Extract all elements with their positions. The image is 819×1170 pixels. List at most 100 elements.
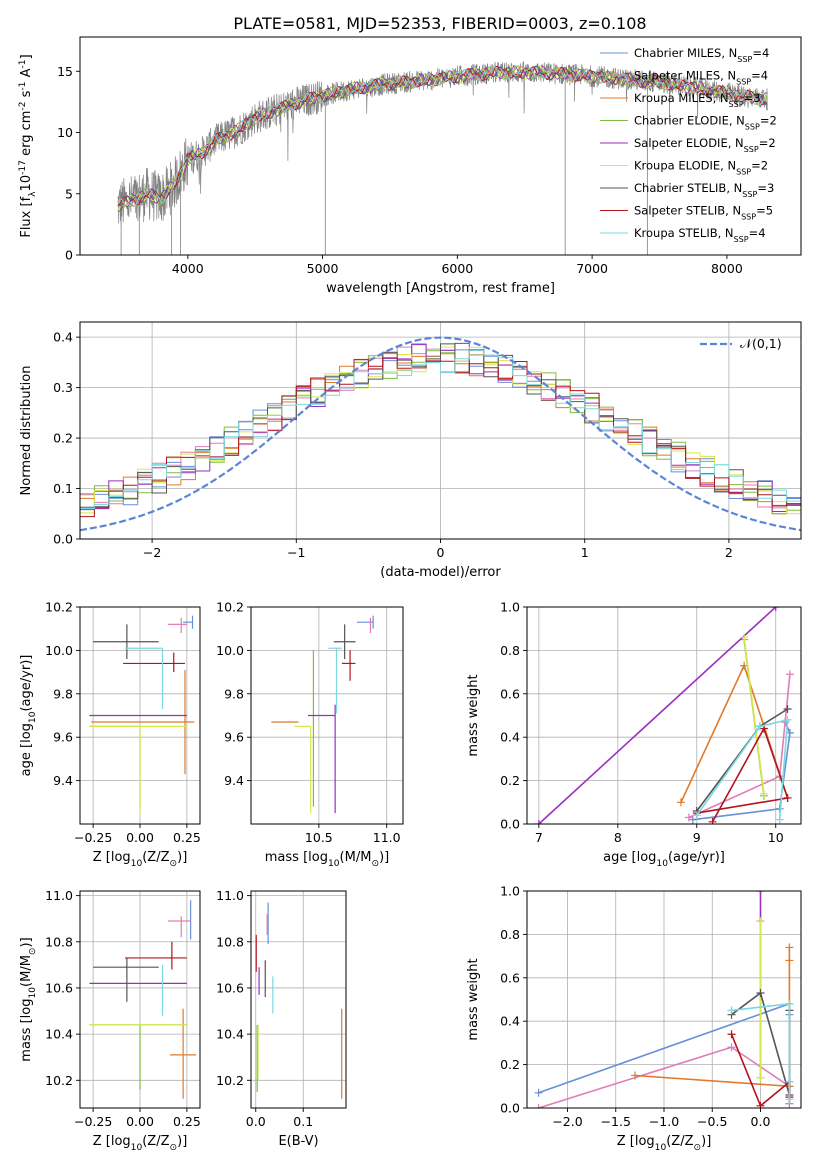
weight-series-line [696, 718, 789, 820]
weight-point-marker [534, 820, 543, 824]
y-tick-label: 9.8 [224, 686, 244, 701]
y-tick-label: 1.0 [500, 884, 520, 899]
x-tick-label: −0.25 [74, 1114, 112, 1129]
x-axis-label: E(B-V) [278, 1134, 318, 1149]
frame-mass-vs-ebv: 0.0 0.1 10.2 10.4 10.6 10.8 11.0 E(B-V) [216, 888, 347, 1149]
errorbar-point [168, 617, 187, 634]
y-tick-label: 0.3 [53, 380, 73, 395]
y-tick-label: 10.2 [45, 1073, 73, 1088]
histogram-series [80, 343, 801, 508]
y-tick-label: 10.8 [45, 934, 73, 949]
weight-point-marker [771, 607, 780, 611]
weight-point-marker [708, 817, 717, 824]
x-tick-label: 5000 [307, 261, 339, 276]
axes-mass-vs-ebv [251, 891, 346, 1108]
frame-weight-vs-Z: −2.0 −1.5 −1.0 −0.5 0.0 0.0 0.2 0.4 0.6 0.8 1.0 Z [… [466, 884, 802, 1153]
errorbar-point [93, 957, 159, 1002]
figure-title: PLATE=0581, MJD=52353, FIBERID=0003, z=0… [233, 14, 646, 33]
axes-frame [526, 606, 802, 825]
weight-point-marker [727, 1030, 736, 1039]
x-tick-label: 0 [437, 545, 445, 560]
frame-weight-vs-age: 7 8 9 10 0.0 0.2 0.4 0.6 0.8 1.0 age [log10​(age/y… [466, 600, 802, 869]
weight-point-marker [756, 917, 765, 926]
weight-point-marker [534, 1104, 543, 1108]
y-axis-label: mass weight [466, 674, 481, 756]
x-tick-label: −2.0 [552, 1114, 582, 1129]
errorbar-point [93, 624, 159, 660]
errorbar-point [91, 669, 195, 775]
histogram-series [80, 357, 801, 518]
weight-point-marker [676, 798, 685, 807]
weight-point-marker [755, 722, 764, 731]
weight-point-marker [783, 715, 792, 724]
x-tick-label: 4000 [172, 261, 204, 276]
scatter-plot-age-vs-Z [89, 615, 195, 814]
weight-series-line [688, 674, 791, 819]
frame-spectrum: 4000 5000 6000 7000 8000 0 5 10 15 wavelength [An… [18, 36, 802, 296]
y-tick-label: 0.8 [500, 927, 520, 942]
x-tick-label: −1.0 [649, 1114, 679, 1129]
weight-series-line [743, 637, 765, 794]
y-tick-label: 10.6 [216, 980, 244, 995]
spectrum-plot [117, 61, 768, 255]
legend-label: Kroupa STELIB, NSSP​=4 [634, 226, 766, 244]
axes-weight-vs-Z [527, 890, 801, 1109]
weight-point-marker [785, 999, 794, 1008]
frame-age-vs-mass: 10.5 11.0 9.4 9.6 9.8 10.0 10.2 mass [log10​(M/… [216, 600, 404, 869]
y-tick-label: 0.6 [500, 970, 520, 985]
x-tick-label: 0.00 [126, 1114, 154, 1129]
weight-series-line [696, 726, 789, 823]
y-tick-label: 11.0 [45, 888, 73, 903]
weight-point-marker [775, 815, 784, 824]
y-tick-label: 10.4 [45, 1027, 73, 1042]
y-tick-label: 0 [65, 248, 73, 263]
y-tick-label: 10.2 [216, 600, 244, 615]
y-tick-label: 15 [57, 64, 73, 79]
errorbar-point [183, 615, 194, 629]
x-axis-label: (data-model)/error [380, 565, 501, 580]
weight-point-marker [785, 1095, 794, 1104]
axes-frame [250, 606, 404, 825]
errorbar-point [125, 941, 187, 970]
x-axis-label: Z [log10​(Z/Z⊙​)] [617, 1134, 712, 1153]
x-tick-label: −1.5 [601, 1114, 631, 1129]
frame-residuals: −2 −1 0 1 2 0.0 0.1 0.2 0.3 0.4 (data-model)/error… [19, 321, 802, 580]
y-tick-label: 9.8 [53, 686, 73, 701]
errorbar-point [168, 916, 191, 938]
x-tick-label: 8000 [711, 261, 743, 276]
weight-point-marker [756, 891, 765, 895]
x-axis-label: mass [log10​(M/M⊙​)] [265, 850, 389, 869]
weight-plot-weight-vs-age [534, 607, 794, 824]
y-tick-label: 0.4 [53, 330, 73, 345]
legend-label: Chabrier STELIB, NSSP​=3 [634, 181, 774, 199]
model-spectrum-line [117, 65, 768, 207]
x-tick-label: 0.25 [173, 830, 201, 845]
x-tick-label: 10.5 [305, 830, 333, 845]
errorbar-point [89, 725, 141, 807]
y-tick-label: 10.2 [216, 1073, 244, 1088]
x-tick-label: 9 [693, 830, 701, 845]
weight-point-marker [759, 789, 768, 798]
x-tick-label: 7 [535, 830, 543, 845]
legend-label: Kroupa ELODIE, NSSP​=2 [634, 159, 768, 177]
y-tick-label: 0.2 [500, 1057, 520, 1072]
weight-point-marker [727, 1006, 736, 1015]
model-spectrum-line [117, 65, 768, 212]
errorbar-point [123, 652, 185, 673]
spectrum-legend: Chabrier MILES, NSSP​=4 Salpeter MILES, N… [600, 46, 777, 244]
y-tick-label: 5 [65, 186, 73, 201]
legend-label: Kroupa MILES, NSSP​=3 [634, 91, 761, 109]
y-tick-label: 0.8 [500, 643, 520, 658]
x-tick-label: 0.0 [751, 1114, 771, 1129]
y-tick-label: 11.0 [216, 888, 244, 903]
legend-label: 𝒩(0,1) [740, 336, 782, 351]
y-tick-label: 0.0 [500, 1101, 520, 1116]
y-tick-label: 0.1 [53, 481, 73, 496]
scatter-plot-mass-vs-ebv [255, 902, 343, 1099]
y-axis-label: Flux [fλ​10-17​ erg cm-2​ s-1​ A-1​] [18, 54, 38, 237]
errorbar-point [89, 725, 187, 814]
weight-point-marker [785, 943, 794, 952]
errorbar-point [125, 647, 164, 709]
y-tick-label: 0.0 [53, 532, 73, 547]
weight-point-marker [727, 1043, 736, 1052]
